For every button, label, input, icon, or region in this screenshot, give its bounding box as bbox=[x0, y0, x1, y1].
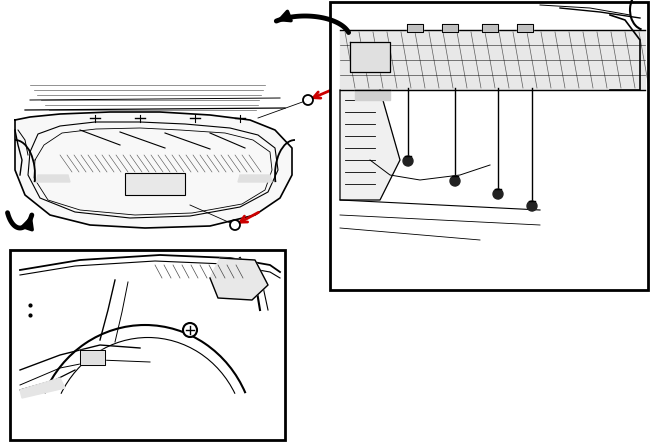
Polygon shape bbox=[80, 350, 105, 365]
Polygon shape bbox=[355, 90, 390, 100]
Polygon shape bbox=[407, 24, 423, 32]
Polygon shape bbox=[238, 175, 272, 182]
Circle shape bbox=[527, 201, 537, 211]
Circle shape bbox=[403, 156, 413, 166]
Bar bbox=[330, 2, 648, 290]
Circle shape bbox=[450, 176, 460, 186]
Polygon shape bbox=[36, 175, 70, 182]
Bar bbox=[125, 173, 185, 195]
Polygon shape bbox=[340, 30, 645, 90]
Polygon shape bbox=[15, 112, 292, 228]
Polygon shape bbox=[20, 378, 65, 398]
Polygon shape bbox=[340, 90, 400, 200]
Polygon shape bbox=[517, 24, 533, 32]
Polygon shape bbox=[482, 24, 498, 32]
Circle shape bbox=[183, 323, 197, 337]
Bar bbox=[10, 250, 285, 440]
Polygon shape bbox=[442, 24, 458, 32]
Circle shape bbox=[303, 95, 313, 105]
Polygon shape bbox=[350, 42, 390, 72]
Polygon shape bbox=[210, 258, 268, 300]
Circle shape bbox=[230, 220, 240, 230]
Circle shape bbox=[493, 189, 503, 199]
